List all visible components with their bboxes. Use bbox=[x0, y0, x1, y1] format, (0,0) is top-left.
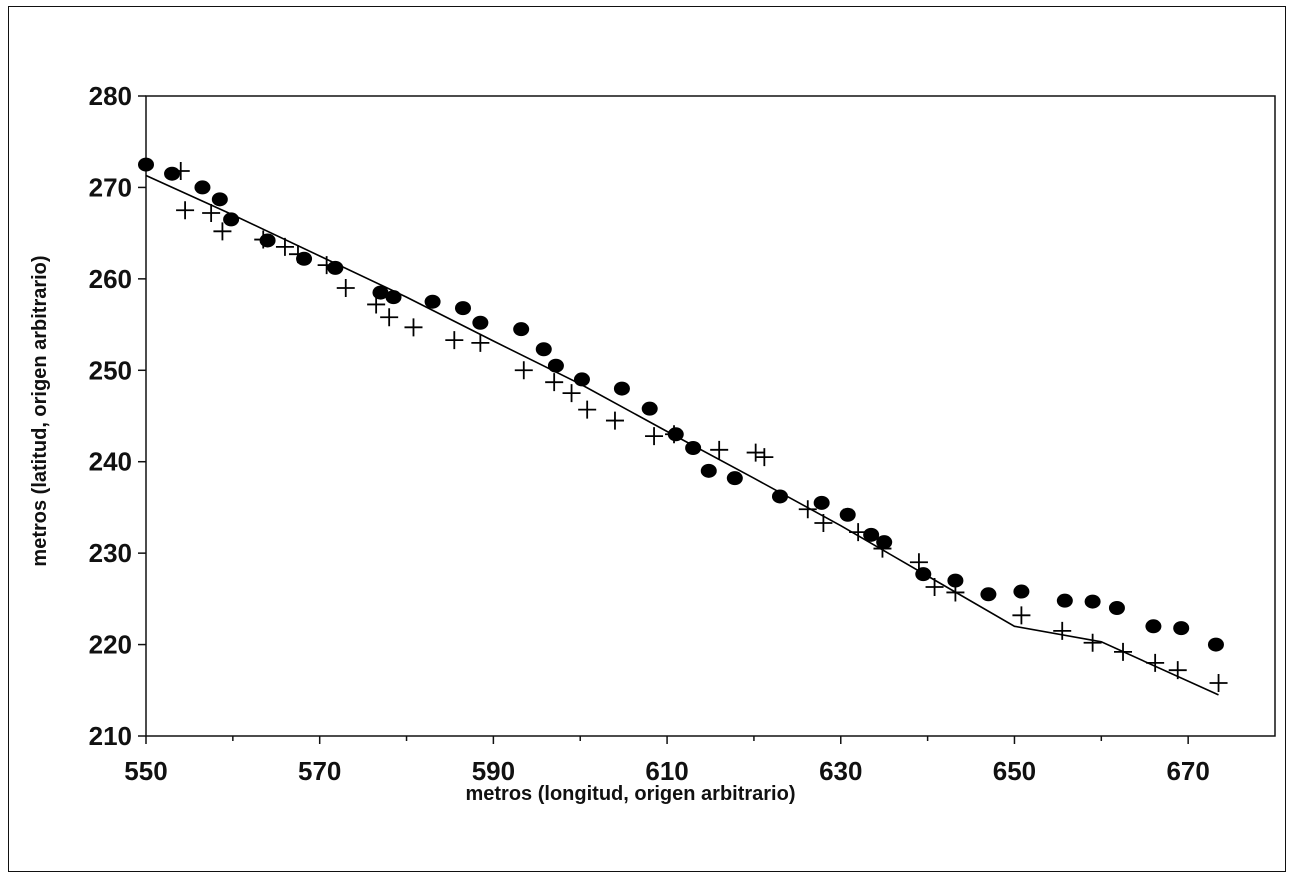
axis-ticks: 550 570 590 610 630 650 670 210 220 230 240 250 260 2… bbox=[89, 81, 1210, 786]
data-marks bbox=[138, 157, 1228, 696]
y-tick-label: 280 bbox=[89, 81, 132, 111]
dot-point bbox=[164, 166, 181, 181]
dot-point bbox=[472, 315, 489, 330]
dot-point bbox=[685, 441, 702, 455]
plus-point bbox=[873, 539, 892, 558]
plus-point bbox=[746, 443, 765, 462]
plus-point bbox=[336, 279, 355, 297]
x-tick-label: 590 bbox=[472, 756, 515, 786]
dot-point bbox=[876, 535, 893, 550]
dot-point bbox=[1084, 594, 1101, 609]
dot-point bbox=[211, 192, 228, 207]
dot-point bbox=[980, 587, 997, 602]
dot-point bbox=[947, 573, 964, 588]
dot-point bbox=[641, 401, 658, 416]
plus-point bbox=[578, 400, 597, 419]
dot-point bbox=[1013, 584, 1030, 599]
plus-point bbox=[514, 361, 533, 380]
plus-point bbox=[404, 318, 423, 337]
plus-point bbox=[1209, 673, 1228, 692]
dot-point bbox=[726, 471, 743, 486]
dot-point bbox=[863, 527, 880, 542]
x-tick-label: 650 bbox=[993, 756, 1036, 786]
trend-line bbox=[145, 174, 1219, 696]
plus-point bbox=[1012, 606, 1031, 625]
plus-point bbox=[171, 161, 190, 180]
y-tick-label: 240 bbox=[89, 447, 132, 477]
dot-point bbox=[194, 180, 211, 195]
dot-point bbox=[296, 251, 313, 266]
plus-point bbox=[562, 384, 581, 403]
y-tick-label: 210 bbox=[89, 721, 132, 751]
dot-point bbox=[454, 301, 471, 316]
dot-point bbox=[535, 342, 552, 357]
plus-point bbox=[1053, 621, 1072, 640]
dot-point bbox=[1173, 621, 1190, 636]
dot-point bbox=[613, 381, 630, 396]
plus-point bbox=[645, 427, 664, 446]
x-tick-label: 670 bbox=[1166, 756, 1209, 786]
plus-point bbox=[367, 295, 386, 314]
plus-point bbox=[445, 331, 464, 350]
y-tick-label: 250 bbox=[89, 355, 132, 385]
dot-point bbox=[259, 233, 276, 248]
plus-point bbox=[755, 448, 774, 467]
dot-point bbox=[513, 322, 530, 337]
dot-point bbox=[1145, 619, 1162, 634]
plus-point bbox=[798, 500, 817, 519]
plus-point bbox=[202, 204, 221, 223]
plus-point bbox=[254, 230, 273, 249]
x-tick-label: 570 bbox=[298, 756, 341, 786]
plus-point bbox=[710, 440, 729, 459]
chart-frame bbox=[8, 6, 1286, 872]
plot-box bbox=[145, 95, 1276, 737]
plus-point bbox=[545, 373, 564, 392]
dot-point bbox=[547, 358, 564, 373]
dot-point bbox=[1108, 601, 1125, 615]
plus-point bbox=[275, 237, 294, 256]
plus-point bbox=[213, 222, 232, 241]
y-tick-label: 270 bbox=[89, 172, 132, 202]
x-tick-label: 610 bbox=[645, 756, 688, 786]
dot-point bbox=[771, 489, 788, 504]
dot-point bbox=[813, 495, 830, 510]
y-tick-label: 260 bbox=[89, 264, 132, 294]
y-tick-label: 230 bbox=[89, 538, 132, 568]
plus-point bbox=[380, 308, 399, 327]
plus-point bbox=[288, 245, 307, 264]
dot-point bbox=[138, 157, 154, 172]
dot-point bbox=[385, 290, 402, 305]
plus-point bbox=[925, 577, 944, 596]
dot-point bbox=[424, 294, 441, 309]
y-tick-label: 220 bbox=[89, 630, 132, 660]
dot-point bbox=[839, 507, 856, 522]
x-axis-title: metros (longitud, origen arbitrario) bbox=[465, 783, 795, 805]
dot-point bbox=[1207, 637, 1224, 652]
dot-point bbox=[1056, 593, 1073, 608]
plus-point bbox=[471, 333, 490, 352]
dot-point bbox=[700, 463, 717, 478]
y-axis-title: metros (latitud, origen arbitrario) bbox=[29, 255, 51, 566]
plot-area bbox=[145, 95, 1276, 737]
plus-point bbox=[1083, 633, 1102, 652]
x-tick-label: 630 bbox=[819, 756, 862, 786]
plus-point bbox=[176, 201, 195, 220]
x-tick-label: 550 bbox=[124, 756, 167, 786]
plus-point bbox=[909, 553, 928, 572]
plus-point bbox=[605, 411, 624, 430]
plus-point bbox=[665, 425, 684, 444]
